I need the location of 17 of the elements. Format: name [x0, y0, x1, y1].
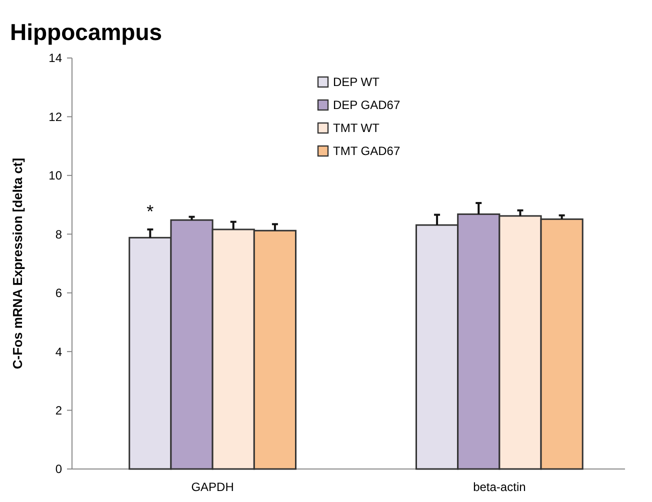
legend-label: DEP GAD67	[333, 98, 400, 112]
y-tick-label: 0	[55, 462, 62, 476]
y-tick-label: 14	[48, 51, 62, 66]
y-tick-label: 8	[55, 227, 62, 242]
legend-label: TMT WT	[333, 121, 380, 136]
y-tick-label: 4	[55, 344, 62, 359]
y-tick-label: 2	[55, 403, 62, 418]
legend-label: DEP WT	[333, 75, 380, 90]
y-axis-title: C-Fos mRNA Expression [delta ct]	[10, 158, 25, 370]
chart-title: Hippocampus	[10, 19, 162, 45]
y-tick-label: 10	[48, 168, 62, 183]
x-tick-label: GAPDH	[191, 480, 234, 494]
y-tick-label: 6	[55, 286, 62, 300]
legend-label: TMT GAD67	[333, 144, 400, 158]
x-tick-label: beta-actin	[473, 480, 526, 494]
y-tick-label: 12	[48, 110, 62, 124]
annotation: *	[146, 201, 154, 222]
